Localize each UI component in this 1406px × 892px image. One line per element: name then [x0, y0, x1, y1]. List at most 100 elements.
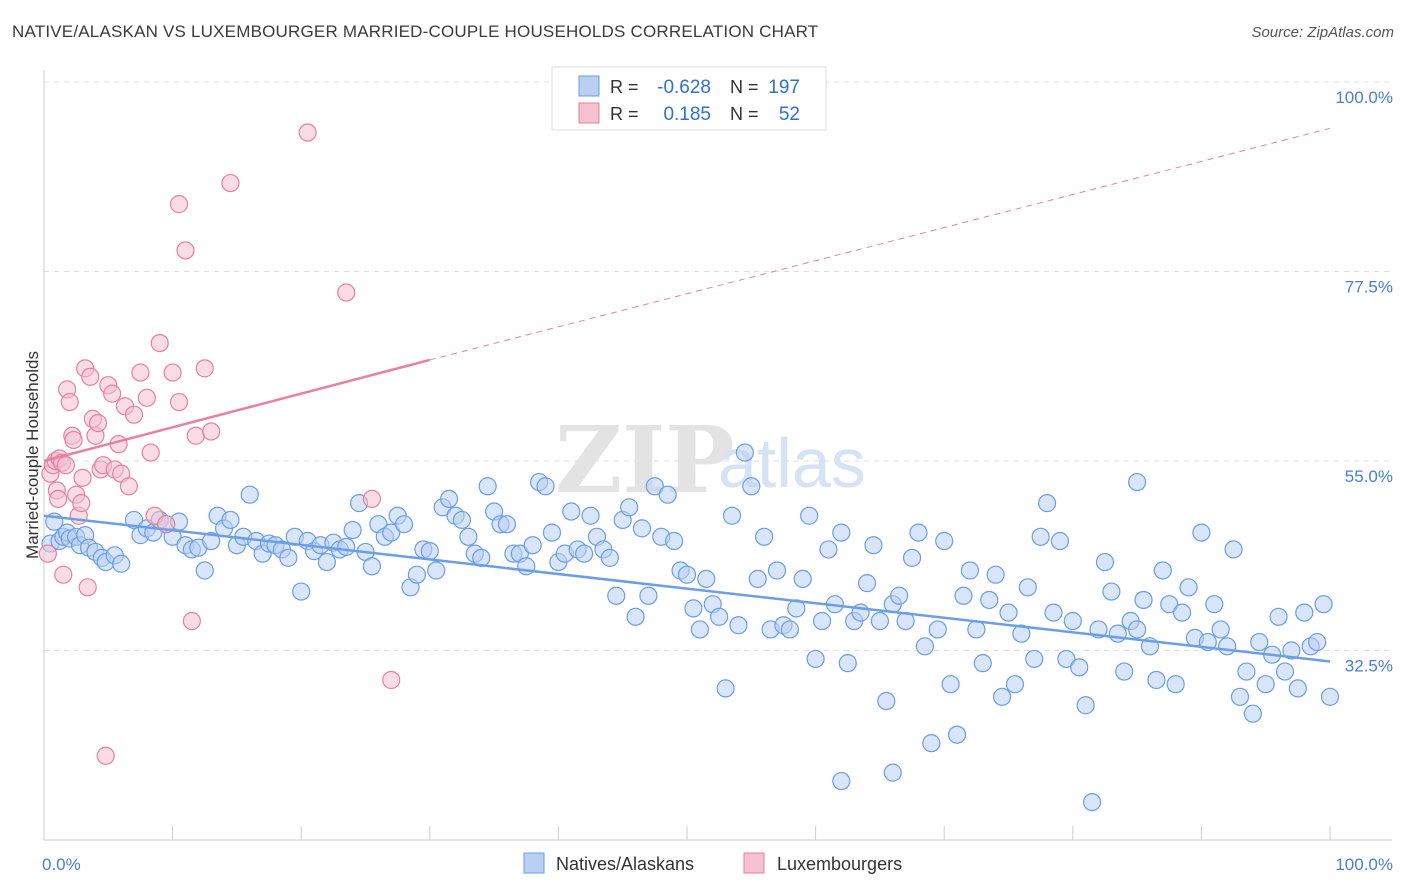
- scatter-point: [131, 363, 150, 382]
- scatter-point: [973, 654, 992, 673]
- scatter-point: [722, 506, 742, 525]
- scatter-point: [1269, 607, 1288, 626]
- scatter-point: [343, 520, 362, 540]
- scatter-point: [1192, 523, 1211, 542]
- scatter-point: [337, 283, 356, 302]
- scatter-point: [382, 523, 401, 542]
- legend-swatch-luxembourgers: [578, 102, 600, 124]
- scatter-point: [575, 544, 594, 563]
- scatter-point: [124, 405, 144, 424]
- scatter-point: [864, 536, 883, 555]
- scatter-point: [523, 536, 542, 555]
- scatter-point: [221, 173, 240, 193]
- scatter-point: [362, 489, 382, 508]
- scatter-point: [1108, 624, 1127, 643]
- scatter-point: [986, 565, 1005, 584]
- y-tick-label: 100.0%: [1335, 88, 1393, 107]
- scatter-point: [883, 763, 902, 782]
- scatter-point: [902, 548, 922, 567]
- scatter-point: [542, 523, 562, 542]
- scatter-point: [806, 649, 825, 669]
- scatter-point: [112, 554, 131, 573]
- scatter-point: [88, 414, 108, 433]
- scatter-point: [1173, 603, 1192, 622]
- scatter-point: [812, 611, 832, 631]
- scatter-point: [922, 734, 941, 753]
- scatter-point: [182, 611, 201, 631]
- y-tick-label: 55.0%: [1345, 467, 1393, 486]
- legend-bottom-label-natives: Natives/Alaskans: [556, 854, 694, 874]
- scatter-point: [60, 392, 79, 412]
- scatter-point: [742, 477, 761, 496]
- scatter-point: [64, 430, 83, 450]
- scatter-point: [279, 548, 298, 567]
- scatter-point: [195, 359, 214, 378]
- scatter-point: [967, 620, 986, 639]
- scatter-point: [767, 561, 787, 580]
- scatter-point: [800, 506, 819, 525]
- scatter-point: [169, 392, 189, 412]
- scatter-point: [690, 620, 709, 639]
- scatter-point: [420, 542, 439, 561]
- scatter-point: [992, 687, 1012, 706]
- grid-lines: [44, 81, 1392, 651]
- scatter-point: [999, 603, 1018, 622]
- scatter-point: [186, 426, 205, 445]
- scatter-point: [1237, 662, 1256, 681]
- legend-n-label-luxembourgers: N =: [730, 104, 759, 124]
- legend-swatch-natives: [578, 75, 600, 97]
- scatter-point: [1308, 632, 1327, 652]
- scatter-point: [697, 569, 716, 589]
- scatter-point: [677, 565, 697, 584]
- x-tick-label-max: 100.0%: [1335, 855, 1393, 874]
- series-natives-alaskans: [41, 443, 1340, 812]
- scatter-point: [1205, 595, 1224, 614]
- scatter-point: [137, 388, 156, 407]
- scatter-point: [1295, 603, 1314, 622]
- scatter-point: [1127, 472, 1147, 492]
- scatter-point: [150, 333, 169, 353]
- scatter-point: [793, 569, 812, 589]
- scatter-point: [954, 586, 973, 605]
- scatter-point: [459, 527, 478, 546]
- legend-r-label-luxembourgers: R =: [610, 104, 639, 124]
- scatter-point: [96, 746, 115, 765]
- scatter-point: [54, 565, 73, 584]
- legend-bottom-label-luxembourgers: Luxembourgers: [777, 854, 902, 874]
- scatter-point: [980, 590, 999, 610]
- scatter-point: [169, 195, 189, 214]
- scatter-point: [915, 637, 935, 656]
- scatter-point: [600, 548, 619, 567]
- legend-r-value-luxembourgers: 0.185: [663, 104, 711, 125]
- scatter-point: [163, 363, 182, 382]
- scatter-point: [1218, 637, 1237, 656]
- scatter-point: [497, 515, 517, 534]
- scatter-point: [298, 123, 317, 142]
- legend-n-label-natives: N =: [730, 77, 759, 97]
- scatter-point: [427, 561, 446, 580]
- scatter-point: [960, 561, 980, 580]
- scatter-point: [407, 565, 427, 584]
- scatter-point: [1070, 658, 1089, 677]
- watermark-zip: ZIP: [555, 406, 734, 514]
- scatter-point: [202, 422, 221, 441]
- scatter-point: [748, 569, 767, 589]
- legend-n-value-luxembourgers: 52: [779, 104, 800, 125]
- scatter-point: [710, 607, 729, 626]
- legend-stats: R = -0.628 N = 197 R = 0.185 N = 52: [551, 66, 827, 131]
- scatter-point: [857, 574, 877, 593]
- scatter-point: [626, 607, 645, 626]
- scatter-point: [337, 537, 356, 557]
- scatter-point: [1275, 662, 1295, 681]
- scatter-point: [1256, 675, 1275, 694]
- scatter-point: [838, 654, 857, 673]
- scatter-point: [1050, 531, 1070, 551]
- scatter-point: [1076, 696, 1095, 715]
- trend-line-extension: [429, 127, 1331, 361]
- scatter-point: [452, 510, 472, 530]
- scatter-point: [735, 443, 754, 462]
- legend-bottom-swatch-natives: [523, 852, 545, 874]
- y-tick-labels: 100.0% 77.5% 55.0% 32.5%: [1335, 88, 1393, 676]
- scatter-point: [439, 489, 459, 508]
